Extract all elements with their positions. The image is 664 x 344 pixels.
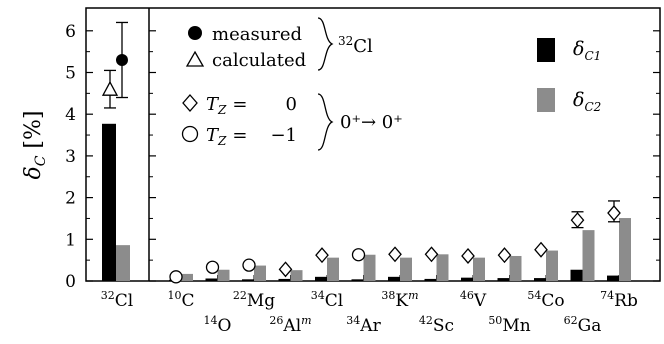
x-label: 22Mg bbox=[233, 289, 275, 311]
bar-dc1 bbox=[205, 278, 218, 281]
y-tick-label: 6 bbox=[65, 22, 76, 42]
y-tick-label: 0 bbox=[65, 272, 76, 292]
marker-tz-1 bbox=[169, 270, 183, 284]
legend-group1-sup: 32 bbox=[338, 34, 353, 48]
legend-dc2-label: δC2 bbox=[573, 89, 601, 114]
legend: measured calculated 32Cl TZ = 0 TZ = −1 0⁺… bbox=[181, 17, 601, 151]
marker-tz0 bbox=[315, 247, 329, 264]
legend-tz0-label: TZ = bbox=[206, 94, 247, 117]
marker-tz-1 bbox=[205, 260, 220, 274]
x-label: 42Sc bbox=[419, 314, 454, 336]
legend-group1-label: 32Cl bbox=[338, 34, 373, 57]
legend-dc1-symbol: δ bbox=[573, 38, 584, 60]
marker-tz0 bbox=[461, 247, 475, 264]
bar-dc2 bbox=[217, 269, 230, 281]
bar-dc1 bbox=[497, 278, 510, 281]
legend-dc1-sub: C1 bbox=[584, 49, 601, 63]
legend-dc1-label: δC1 bbox=[573, 38, 601, 63]
bars bbox=[102, 123, 631, 281]
legend-transition-label: 0⁺→ 0⁺ bbox=[340, 112, 403, 133]
x-label: 10C bbox=[167, 289, 194, 311]
bar-dc2 bbox=[254, 265, 266, 281]
x-label: 54Co bbox=[527, 289, 564, 311]
bar-dc2 bbox=[400, 257, 412, 281]
x-label-32cl: 32Cl bbox=[101, 289, 133, 311]
y-axis-label: δC [%] bbox=[21, 110, 49, 179]
marker-tz0 bbox=[570, 212, 585, 229]
legend-dc2-sub: C2 bbox=[584, 100, 601, 114]
marker-tz0 bbox=[534, 241, 548, 258]
marker-tz-1 bbox=[242, 258, 256, 272]
bar-dc1 bbox=[388, 276, 400, 281]
marker-tz0 bbox=[497, 247, 512, 264]
bar-dc1 bbox=[242, 279, 254, 281]
legend-tz1-marker bbox=[181, 125, 199, 143]
bar-dc2 bbox=[509, 255, 522, 281]
bar-dc1 bbox=[351, 279, 364, 281]
legend-measured-label: measured bbox=[212, 24, 302, 45]
legend-measured-marker bbox=[188, 26, 202, 40]
legend-tz0-eq: = bbox=[232, 94, 247, 115]
legend-brace-2 bbox=[317, 93, 334, 151]
bar-dc1 bbox=[315, 276, 327, 281]
bar-dc2 bbox=[290, 270, 303, 281]
legend-brace-1 bbox=[317, 17, 334, 71]
legend-tz0-value: 0 bbox=[286, 94, 297, 115]
x-label: 26Alm bbox=[269, 314, 311, 336]
legend-dc1-swatch bbox=[537, 38, 555, 62]
bar-dc2 bbox=[473, 257, 485, 281]
marker-tz0 bbox=[424, 246, 439, 263]
legend-calculated-marker bbox=[185, 50, 205, 67]
bar-dc2 bbox=[436, 254, 449, 281]
legend-tz0-marker bbox=[182, 94, 198, 112]
y-ticks: 0 1 2 3 4 5 6 bbox=[65, 22, 660, 292]
x-label: 38Km bbox=[381, 289, 418, 311]
legend-tz1-eq: = bbox=[232, 125, 247, 146]
x-label: 50Mn bbox=[488, 314, 530, 336]
marker-tz0 bbox=[607, 205, 621, 222]
legend-dc2-swatch bbox=[537, 88, 555, 112]
bar-dc2 bbox=[181, 273, 193, 281]
y-tick-label: 1 bbox=[65, 230, 76, 250]
marker-tz0 bbox=[278, 261, 293, 278]
bar-dc2 bbox=[582, 230, 595, 281]
bar-dc2-32cl bbox=[116, 245, 130, 281]
x-label: 46V bbox=[460, 289, 487, 311]
legend-dc2-symbol: δ bbox=[573, 89, 584, 111]
y-tick-label: 3 bbox=[65, 147, 76, 167]
marker-measured bbox=[116, 53, 128, 66]
bar-dc1 bbox=[424, 278, 437, 281]
x-label: 62Ga bbox=[564, 314, 602, 336]
bar-dc2 bbox=[327, 257, 339, 281]
bar-dc1 bbox=[278, 278, 291, 281]
x-label: 34Ar bbox=[346, 314, 381, 336]
x-label: 14O bbox=[204, 314, 232, 336]
y-tick-label: 4 bbox=[65, 105, 76, 125]
marker-tz-1 bbox=[351, 248, 366, 262]
legend-tz1-value: −1 bbox=[270, 125, 297, 146]
bar-dc1 bbox=[534, 278, 546, 281]
bar-dc2 bbox=[619, 218, 631, 281]
marker-calculated bbox=[101, 80, 119, 96]
legend-group1-sym: Cl bbox=[353, 36, 373, 57]
y-tick-label: 2 bbox=[65, 189, 76, 209]
y-tick-label: 5 bbox=[65, 64, 76, 84]
bar-dc1-32cl bbox=[102, 123, 116, 281]
bar-dc1 bbox=[570, 269, 583, 281]
bar-dc1 bbox=[461, 277, 473, 281]
markers bbox=[101, 21, 621, 284]
bar-dc2 bbox=[363, 254, 376, 281]
x-label: 34Cl bbox=[311, 289, 343, 311]
bar-dc2 bbox=[546, 250, 558, 281]
legend-calculated-label: calculated bbox=[212, 50, 306, 71]
x-label: 74Rb bbox=[600, 289, 638, 311]
marker-tz0 bbox=[388, 246, 402, 263]
bar-dc1 bbox=[607, 275, 619, 281]
legend-tz1-label: TZ = bbox=[206, 125, 247, 148]
